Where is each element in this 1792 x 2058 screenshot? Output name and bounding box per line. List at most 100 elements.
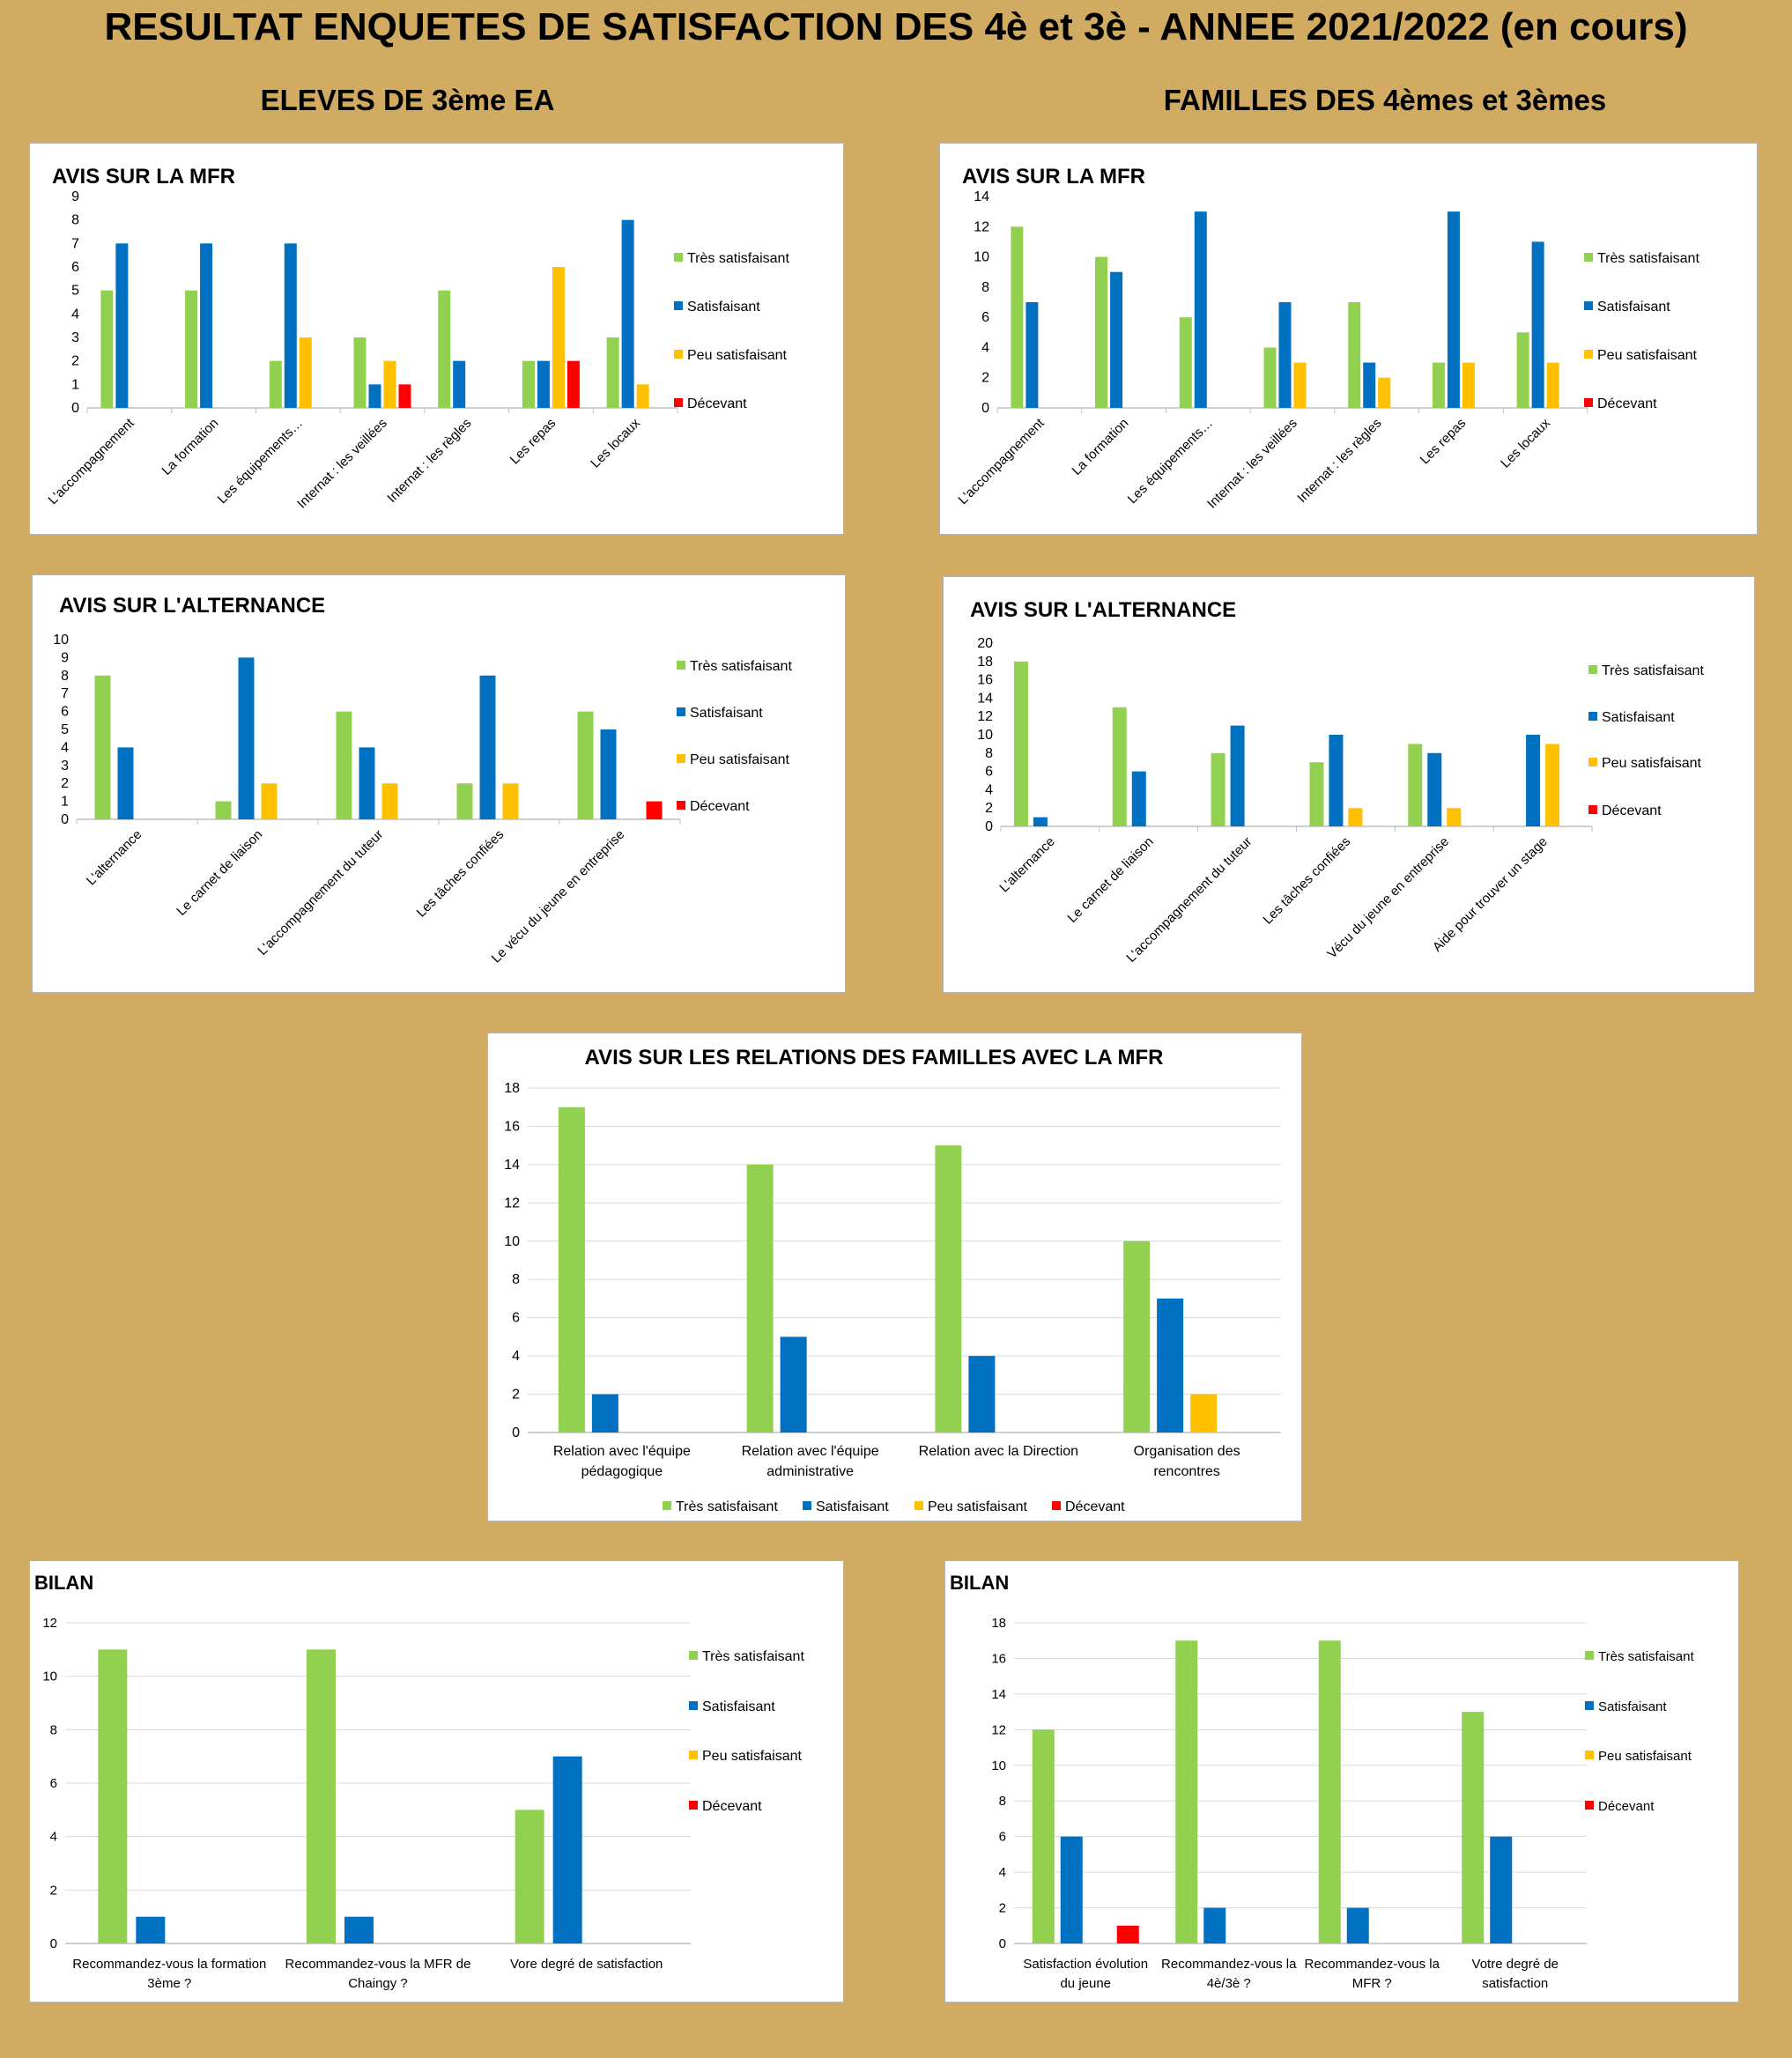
bar (1309, 762, 1324, 826)
y-tick-label: 5 (71, 284, 79, 299)
x-category-label-line: Organisation des (1134, 1444, 1240, 1459)
x-category-label: L'alternance (84, 827, 144, 888)
chart-svg-bilan-eleves: BILAN 0 2 4 6 8 10 12 Recommandez-vous la format… (34, 1572, 804, 1991)
bar (606, 337, 619, 408)
bar (552, 267, 565, 408)
bar (115, 243, 129, 408)
bar (215, 801, 232, 819)
bar (136, 1916, 166, 1943)
x-category-label-line: 3ème ? (147, 1976, 191, 1991)
legend-label: Satisfaisant (1597, 300, 1670, 315)
legend-label: Très satisfaisant (687, 251, 789, 266)
bar (368, 384, 381, 408)
x-category-label: Recommandez-vous la MFR ? (1305, 1957, 1440, 1991)
y-tick-label: 6 (985, 765, 993, 780)
y-tick-label: 12 (504, 1196, 520, 1210)
legend-swatch (1588, 665, 1597, 674)
x-category-label-line: Relation avec l'équipe (742, 1444, 879, 1459)
legend-swatch (1052, 1501, 1061, 1510)
bar (577, 711, 594, 819)
bar (1427, 752, 1442, 826)
y-tick-label: 5 (61, 722, 69, 737)
bar (1462, 362, 1475, 408)
y-tick-label: 16 (977, 673, 993, 688)
bar (1378, 377, 1391, 408)
chart-svg-bilan-familles: BILAN 0 2 4 6 8 10 12 14 16 18 Satisfaction évoluti… (950, 1572, 1694, 1991)
y-tick-label: 4 (985, 782, 993, 797)
bar (1263, 347, 1277, 408)
x-category-label: Les locaux (588, 415, 643, 470)
bar (1546, 362, 1559, 408)
legend-label: Décevant (687, 396, 747, 411)
bar (261, 783, 278, 819)
left-heading: ELEVES DE 3ème EA (260, 84, 555, 116)
bar (1348, 808, 1363, 826)
legend-swatch (803, 1501, 811, 1510)
x-category-label: Internat : les veillées (1204, 416, 1300, 512)
bar (185, 290, 198, 408)
y-tick-label: 8 (50, 1722, 57, 1737)
legend-label: Peu satisfaisant (690, 752, 790, 767)
y-tick-label: 12 (974, 219, 989, 234)
y-tick-label: 12 (991, 1722, 1006, 1737)
legend-swatch (1588, 758, 1597, 766)
bar (552, 1756, 582, 1943)
y-tick-label: 8 (71, 213, 79, 228)
right-heading: FAMILLES DES 4èmes et 3èmes (1163, 84, 1607, 116)
page-title: RESULTAT ENQUETES DE SATISFACTION DES 4è… (104, 5, 1688, 48)
bar (1194, 211, 1207, 408)
y-tick-label: 8 (981, 280, 989, 295)
x-category-label-line: MFR ? (1352, 1976, 1392, 1991)
bar (1346, 1907, 1369, 1943)
x-category-label: Internat : les règles (1294, 416, 1384, 506)
bar (1110, 271, 1123, 408)
bar (1531, 241, 1544, 408)
legend-label: Satisfaisant (816, 1499, 889, 1514)
bar (336, 711, 352, 819)
legend-swatch (1584, 350, 1593, 359)
legend-swatch (689, 1751, 698, 1759)
y-tick-label: 10 (974, 250, 989, 265)
x-category-label: L'alternance (996, 834, 1057, 895)
bar (353, 337, 367, 408)
legend-swatch (677, 661, 685, 670)
bar (968, 1356, 996, 1432)
y-tick-label: 16 (991, 1651, 1006, 1666)
bar (780, 1336, 807, 1432)
bar (98, 1649, 128, 1943)
bar (1447, 211, 1460, 408)
bar (621, 219, 634, 408)
bar (1026, 302, 1039, 408)
y-tick-label: 3 (61, 759, 69, 774)
bar (456, 783, 473, 819)
y-tick-label: 14 (974, 189, 989, 204)
y-tick-label: 4 (981, 340, 989, 355)
bar (1175, 1640, 1198, 1943)
y-tick-label: 7 (71, 236, 79, 251)
bar (359, 747, 375, 819)
chart-panel-relations-familles: AVIS SUR LES RELATIONS DES FAMILLES AVEC… (487, 1033, 1302, 1521)
bar (381, 783, 398, 819)
x-category-label: Organisation des rencontres (1134, 1444, 1240, 1479)
legend-label: Très satisfaisant (702, 1649, 804, 1664)
bar (1032, 1729, 1055, 1943)
x-category-label-line: du jeune (1060, 1976, 1111, 1991)
bar (746, 1164, 774, 1432)
chart-panel-familles-alternance: AVIS SUR L'ALTERNANCE 0 2 4 6 8 10 12 14 16 18 20 L'… (943, 576, 1755, 993)
y-tick-label: 3 (71, 330, 79, 345)
x-category-label: Les repas (1418, 416, 1470, 468)
y-tick-label: 8 (61, 669, 69, 684)
legend-swatch (1585, 1651, 1594, 1660)
bar (1278, 302, 1292, 408)
y-tick-label: 6 (50, 1776, 57, 1791)
x-category-label: La formation (159, 416, 221, 478)
y-tick-label: 10 (42, 1669, 57, 1684)
bar (1157, 1298, 1184, 1432)
y-tick-label: 6 (61, 705, 69, 720)
chart-title: AVIS SUR LES RELATIONS DES FAMILLES AVEC… (585, 1046, 1164, 1070)
legend-label: Décevant (1597, 396, 1657, 411)
x-category-label: Relation avec l'équipe pédagogique (553, 1444, 691, 1479)
x-category-label-line: Recommandez-vous la (1161, 1957, 1297, 1972)
x-category-label: Les équipements… (215, 416, 306, 507)
legend-swatch (674, 350, 683, 359)
